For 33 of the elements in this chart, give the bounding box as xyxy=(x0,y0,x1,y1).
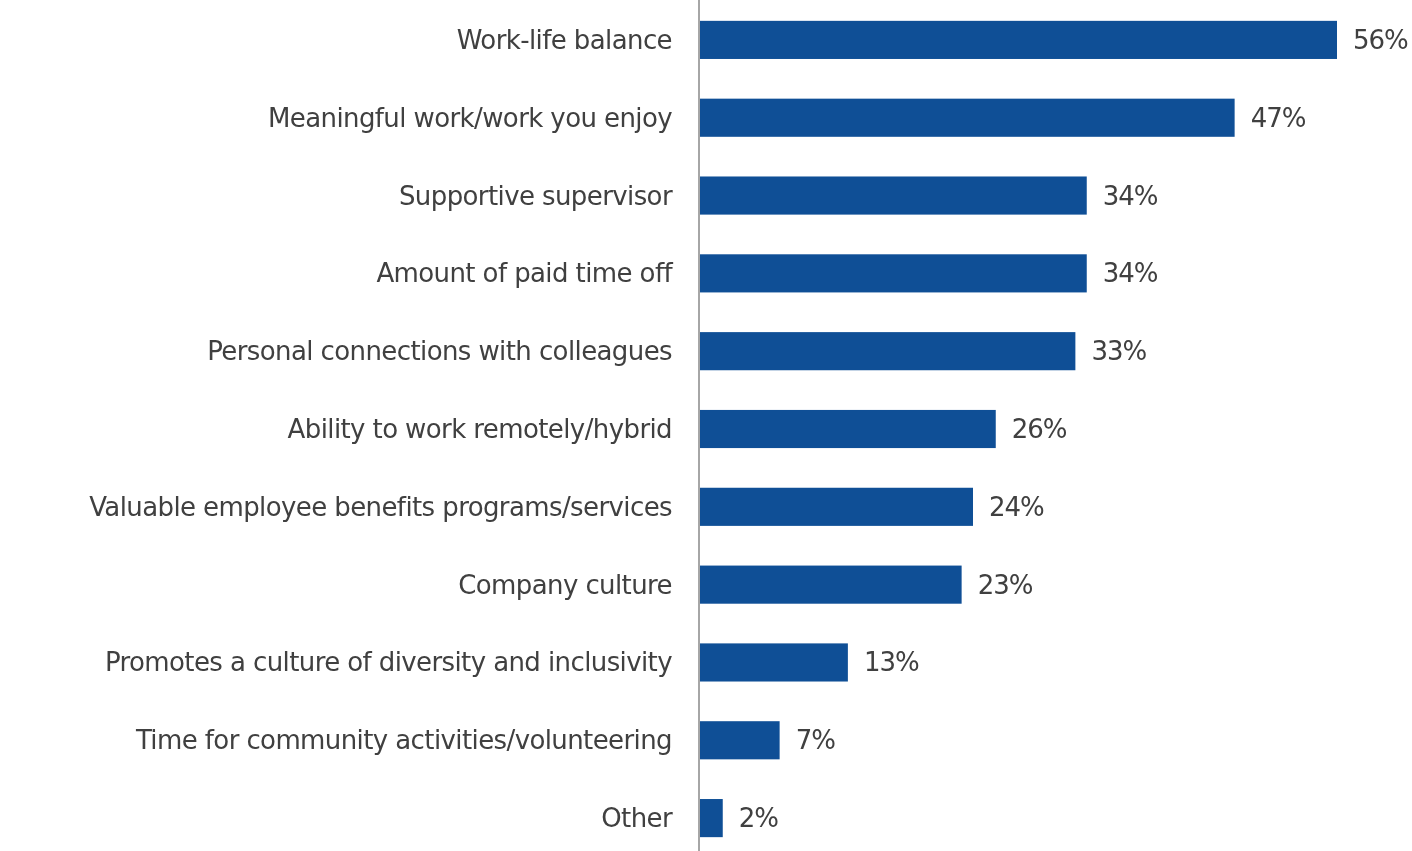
y-tick-label: Meaningful work/work you enjoy xyxy=(267,102,673,133)
bar xyxy=(700,487,973,526)
data-label: 7% xyxy=(795,725,836,756)
data-label: 34% xyxy=(1102,180,1158,211)
data-label: 24% xyxy=(989,491,1045,522)
bar xyxy=(700,176,1087,215)
y-tick-label: Company culture xyxy=(458,569,672,600)
bar xyxy=(700,643,848,682)
y-tick-label: Other xyxy=(601,803,673,834)
data-label: 47% xyxy=(1250,102,1306,133)
bar xyxy=(700,332,1076,371)
y-tick-label: Supportive supervisor xyxy=(398,180,673,211)
y-tick-label: Amount of paid time off xyxy=(376,258,674,289)
y-tick-label: Valuable employee benefits programs/services xyxy=(89,491,673,522)
y-tick-label: Time for community activities/volunteering xyxy=(134,725,672,756)
bar xyxy=(700,20,1337,59)
y-tick-label: Work-life balance xyxy=(456,24,672,55)
data-label: 26% xyxy=(1011,414,1067,444)
data-label: 34% xyxy=(1102,258,1158,289)
bar xyxy=(700,565,962,604)
data-label: 56% xyxy=(1353,24,1409,55)
bar xyxy=(700,799,723,838)
data-label: 23% xyxy=(977,569,1033,600)
y-tick-label: Ability to work remotely/hybrid xyxy=(287,414,672,444)
bar xyxy=(700,409,996,449)
bar xyxy=(700,721,780,760)
y-tick-label: Personal connections with colleagues xyxy=(207,336,673,367)
data-label: 13% xyxy=(863,647,919,678)
y-tick-label: Promotes a culture of diversity and inclusivity xyxy=(104,647,673,678)
data-label: 2% xyxy=(738,803,779,834)
data-label: 33% xyxy=(1091,336,1147,367)
bar xyxy=(700,254,1087,293)
bar xyxy=(700,98,1235,137)
